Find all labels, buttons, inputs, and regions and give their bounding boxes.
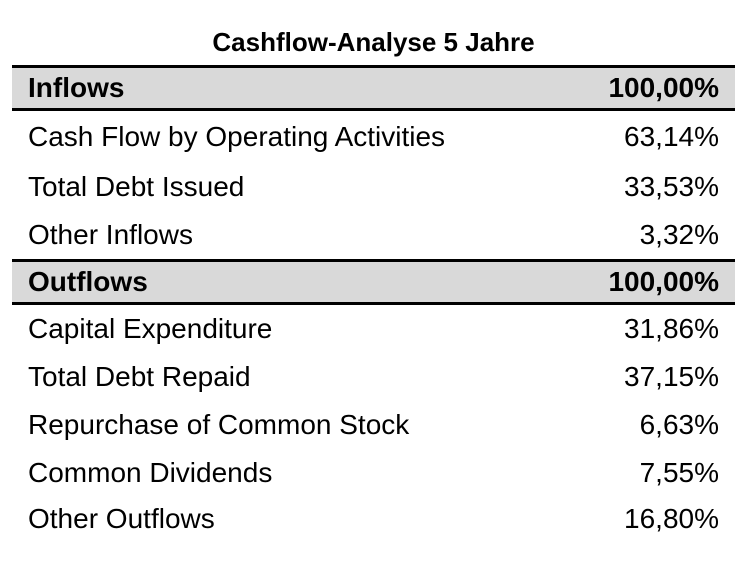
row-label: Capital Expenditure [28,313,273,344]
table-row: Total Debt Issued 33,53% [12,163,735,211]
table-row: Cash Flow by Operating Activities 63,14% [12,111,735,163]
row-label: Repurchase of Common Stock [28,409,410,440]
row-value: 31,86% [624,313,719,344]
table-row: Other Inflows 3,32% [12,211,735,259]
table-row: Common Dividends 7,55% [12,449,735,497]
row-value: 3,32% [639,219,719,250]
section-total: 100,00% [608,266,719,297]
section-label: Inflows [28,72,125,103]
row-label: Other Outflows [28,503,215,534]
section-total: 100,00% [608,72,719,103]
table-row: Capital Expenditure 31,86% [12,305,735,353]
row-value: 37,15% [624,361,719,392]
cashflow-table: Inflows 100,00% Cash Flow by Operating A… [12,65,735,541]
outflows-rows: Capital Expenditure 31,86% Total Debt Re… [12,305,735,541]
row-value: 33,53% [624,171,719,202]
table-title: Cashflow-Analyse 5 Jahre [212,27,535,57]
row-value: 7,55% [639,457,719,488]
table-row: Other Outflows 16,80% [12,497,735,541]
table-row: Repurchase of Common Stock 6,63% [12,401,735,449]
section-label: Outflows [28,266,148,297]
table-row: Total Debt Repaid 37,15% [12,353,735,401]
row-label: Cash Flow by Operating Activities [28,121,446,152]
row-value: 63,14% [624,121,719,152]
row-label: Total Debt Issued [28,171,245,202]
inflows-rows: Cash Flow by Operating Activities 63,14%… [12,111,735,259]
row-label: Other Inflows [28,219,193,250]
section-header-outflows: Outflows 100,00% [12,259,735,305]
row-label: Total Debt Repaid [28,361,251,392]
row-value: 16,80% [624,503,719,534]
row-label: Common Dividends [28,457,273,488]
section-header-inflows: Inflows 100,00% [12,65,735,111]
row-value: 6,63% [639,409,719,440]
